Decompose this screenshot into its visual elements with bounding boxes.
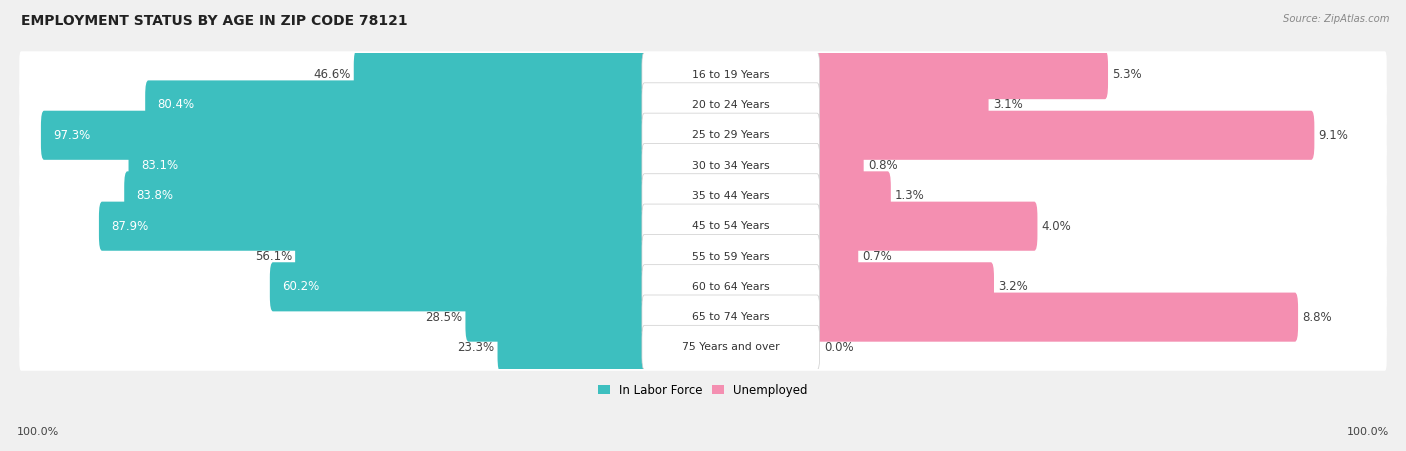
Text: 0.7%: 0.7% bbox=[862, 250, 893, 263]
FancyBboxPatch shape bbox=[20, 233, 1386, 280]
Text: 45 to 54 Years: 45 to 54 Years bbox=[692, 221, 769, 231]
Text: 5.3%: 5.3% bbox=[1112, 68, 1142, 81]
FancyBboxPatch shape bbox=[20, 173, 1386, 219]
Text: 87.9%: 87.9% bbox=[111, 220, 149, 233]
FancyBboxPatch shape bbox=[20, 294, 1386, 341]
FancyBboxPatch shape bbox=[814, 293, 1298, 342]
FancyBboxPatch shape bbox=[295, 232, 648, 281]
FancyBboxPatch shape bbox=[643, 174, 820, 218]
FancyBboxPatch shape bbox=[814, 232, 858, 281]
Text: 30 to 34 Years: 30 to 34 Years bbox=[692, 161, 769, 170]
FancyBboxPatch shape bbox=[643, 83, 820, 127]
FancyBboxPatch shape bbox=[128, 141, 648, 190]
Text: 0.0%: 0.0% bbox=[824, 341, 855, 354]
Text: 0.8%: 0.8% bbox=[868, 159, 897, 172]
FancyBboxPatch shape bbox=[814, 171, 891, 221]
Text: 100.0%: 100.0% bbox=[1347, 428, 1389, 437]
FancyBboxPatch shape bbox=[498, 323, 648, 372]
Text: 3.2%: 3.2% bbox=[998, 281, 1028, 293]
FancyBboxPatch shape bbox=[643, 235, 820, 279]
Text: 8.8%: 8.8% bbox=[1302, 311, 1331, 324]
Text: 25 to 29 Years: 25 to 29 Years bbox=[692, 130, 769, 140]
FancyBboxPatch shape bbox=[41, 110, 648, 160]
FancyBboxPatch shape bbox=[465, 293, 648, 342]
FancyBboxPatch shape bbox=[20, 82, 1386, 128]
FancyBboxPatch shape bbox=[814, 202, 1038, 251]
Text: 3.1%: 3.1% bbox=[993, 98, 1022, 111]
FancyBboxPatch shape bbox=[814, 50, 1108, 99]
FancyBboxPatch shape bbox=[354, 50, 648, 99]
Text: 83.8%: 83.8% bbox=[136, 189, 173, 202]
FancyBboxPatch shape bbox=[814, 262, 994, 311]
FancyBboxPatch shape bbox=[145, 80, 648, 129]
Text: 28.5%: 28.5% bbox=[425, 311, 463, 324]
Text: 23.3%: 23.3% bbox=[457, 341, 495, 354]
Text: 1.3%: 1.3% bbox=[896, 189, 925, 202]
FancyBboxPatch shape bbox=[270, 262, 648, 311]
FancyBboxPatch shape bbox=[643, 143, 820, 188]
FancyBboxPatch shape bbox=[814, 110, 1315, 160]
Text: 83.1%: 83.1% bbox=[141, 159, 179, 172]
Text: 100.0%: 100.0% bbox=[17, 428, 59, 437]
FancyBboxPatch shape bbox=[20, 112, 1386, 159]
Text: 65 to 74 Years: 65 to 74 Years bbox=[692, 312, 769, 322]
FancyBboxPatch shape bbox=[643, 265, 820, 309]
FancyBboxPatch shape bbox=[20, 203, 1386, 249]
Text: EMPLOYMENT STATUS BY AGE IN ZIP CODE 78121: EMPLOYMENT STATUS BY AGE IN ZIP CODE 781… bbox=[21, 14, 408, 28]
Legend: In Labor Force, Unemployed: In Labor Force, Unemployed bbox=[595, 381, 811, 400]
Text: 20 to 24 Years: 20 to 24 Years bbox=[692, 100, 769, 110]
FancyBboxPatch shape bbox=[643, 204, 820, 249]
FancyBboxPatch shape bbox=[124, 171, 648, 221]
Text: 56.1%: 56.1% bbox=[254, 250, 292, 263]
FancyBboxPatch shape bbox=[643, 325, 820, 369]
Text: Source: ZipAtlas.com: Source: ZipAtlas.com bbox=[1282, 14, 1389, 23]
FancyBboxPatch shape bbox=[98, 202, 648, 251]
FancyBboxPatch shape bbox=[20, 324, 1386, 371]
Text: 97.3%: 97.3% bbox=[53, 129, 90, 142]
Text: 80.4%: 80.4% bbox=[157, 98, 194, 111]
FancyBboxPatch shape bbox=[20, 51, 1386, 98]
FancyBboxPatch shape bbox=[20, 142, 1386, 189]
Text: 55 to 59 Years: 55 to 59 Years bbox=[692, 252, 769, 262]
FancyBboxPatch shape bbox=[814, 80, 988, 129]
Text: 60.2%: 60.2% bbox=[283, 281, 319, 293]
FancyBboxPatch shape bbox=[643, 52, 820, 97]
Text: 60 to 64 Years: 60 to 64 Years bbox=[692, 282, 769, 292]
Text: 9.1%: 9.1% bbox=[1319, 129, 1348, 142]
Text: 4.0%: 4.0% bbox=[1042, 220, 1071, 233]
FancyBboxPatch shape bbox=[643, 113, 820, 157]
FancyBboxPatch shape bbox=[814, 141, 863, 190]
Text: 35 to 44 Years: 35 to 44 Years bbox=[692, 191, 769, 201]
Text: 16 to 19 Years: 16 to 19 Years bbox=[692, 69, 769, 80]
FancyBboxPatch shape bbox=[20, 263, 1386, 310]
Text: 75 Years and over: 75 Years and over bbox=[682, 342, 779, 352]
Text: 46.6%: 46.6% bbox=[314, 68, 350, 81]
FancyBboxPatch shape bbox=[643, 295, 820, 339]
